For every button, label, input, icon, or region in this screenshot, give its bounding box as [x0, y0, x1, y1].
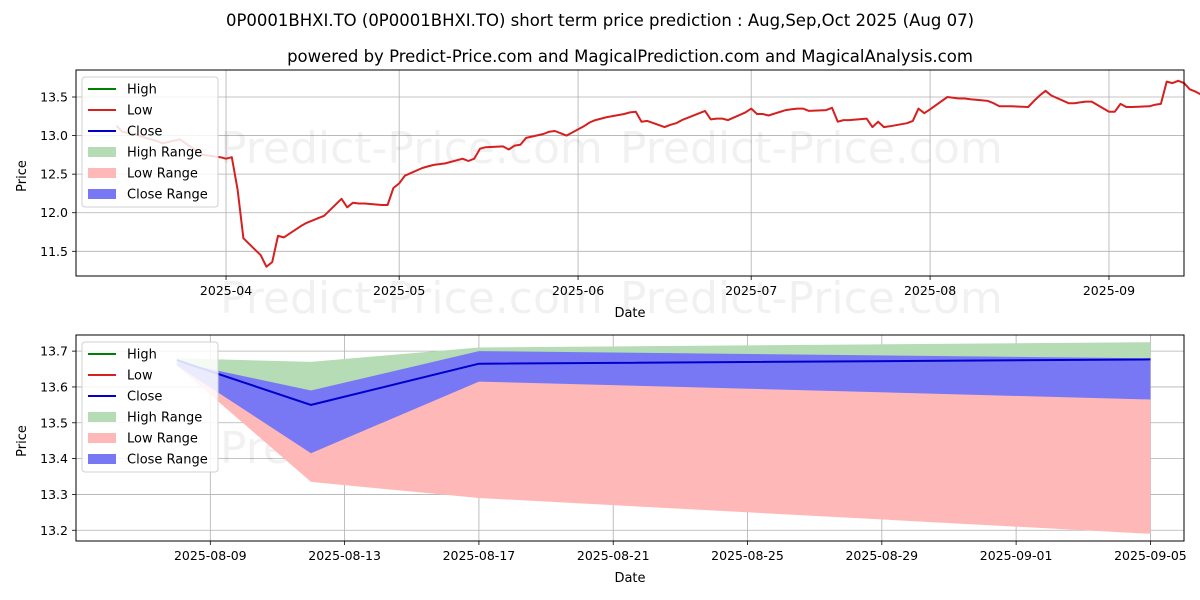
bottom-panel-range-bands [176, 342, 1151, 534]
legend-label: Close [127, 125, 162, 140]
bottom-forecast-panel: Predict-Price.com Predict-Price.com 2025… [15, 334, 1187, 586]
y-tick-label: 13.6 [40, 379, 68, 394]
legend-label: High [127, 348, 157, 363]
bottom-panel-x-ticks: 2025-08-09 2025-08-13 2025-08-17 2025-08-21… [174, 541, 1187, 563]
x-tick-label: 2025-08 [904, 283, 956, 298]
legend-label: Low Range [127, 432, 198, 447]
x-tick-label: 2025-04 [200, 283, 252, 298]
top-panel-lines [115, 79, 1200, 268]
y-tick-label: 13.4 [40, 451, 68, 466]
y-tick-label: 13.5 [40, 90, 68, 105]
x-tick-label: 2025-08-17 [443, 548, 516, 563]
x-tick-label: 2025-09-05 [1114, 548, 1187, 563]
legend-label: Low [127, 369, 153, 384]
y-tick-label: 13.5 [40, 415, 68, 430]
x-tick-label: 2025-08-25 [711, 548, 784, 563]
y-tick-label: 13.3 [40, 487, 68, 502]
top-price-panel: Predict-Price.com Predict-Price.com Pred… [15, 69, 1200, 324]
chart-title: 0P0001BHXI.TO (0P0001BHXI.TO) short term… [226, 11, 974, 30]
y-tick-label: 12.0 [40, 205, 68, 220]
bottom-panel-legend: High Low Close High Range Low Range Close Ran… [81, 341, 219, 473]
y-tick-label: 12.5 [40, 167, 68, 182]
legend-label: High [127, 83, 157, 98]
top-panel-frame [75, 69, 1185, 277]
watermark: Predict-Price.com [220, 273, 603, 324]
watermark: Predict-Price.com [620, 273, 1003, 324]
low-price-line [115, 79, 1200, 268]
top-x-axis-label: Date [614, 306, 645, 321]
chart-subtitle: powered by Predict-Price.com and Magical… [287, 47, 973, 66]
y-tick-label: 13.0 [40, 128, 68, 143]
bottom-panel-frame [75, 334, 1185, 542]
close-range-band [176, 351, 1151, 454]
close-forecast-line [176, 358, 1151, 406]
top-panel-grid [76, 70, 1184, 276]
top-y-axis-label: Price [15, 160, 30, 192]
bottom-panel-lines [176, 358, 1151, 406]
top-panel-y-ticks: 11.5 12.0 12.5 13.0 13.5 [40, 90, 76, 259]
legend-label: High Range [127, 146, 202, 161]
watermark: Predict-Price.com [620, 123, 1003, 174]
x-tick-label: 2025-09 [1083, 283, 1135, 298]
legend-patch-swatch [88, 454, 116, 464]
x-tick-label: 2025-08-21 [577, 548, 650, 563]
x-tick-label: 2025-05 [373, 283, 425, 298]
x-tick-label: 2025-06 [552, 283, 604, 298]
legend-label: Low Range [127, 167, 198, 182]
legend-patch-swatch [88, 189, 116, 199]
legend-patch-swatch [88, 168, 116, 178]
legend-label: High Range [127, 411, 202, 426]
legend-label: Close Range [127, 188, 208, 203]
y-tick-label: 13.2 [40, 523, 68, 538]
x-tick-label: 2025-08-13 [308, 548, 381, 563]
y-tick-label: 11.5 [40, 244, 68, 259]
y-tick-label: 13.7 [40, 344, 68, 359]
bottom-y-axis-label: Price [15, 425, 30, 457]
top-panel-legend: High Low Close High Range Low Range Close Ran… [81, 76, 219, 208]
legend-patch-swatch [88, 412, 116, 422]
bottom-x-axis-label: Date [614, 571, 645, 586]
top-panel-watermarks: Predict-Price.com Predict-Price.com Pred… [220, 123, 1003, 324]
bottom-panel-y-ticks: 13.2 13.3 13.4 13.5 13.6 13.7 [40, 344, 76, 538]
legend-label: Close Range [127, 453, 208, 468]
x-tick-label: 2025-08-29 [845, 548, 918, 563]
watermark: Predict-Price.com [220, 123, 603, 174]
x-tick-label: 2025-09-01 [980, 548, 1053, 563]
top-panel-x-ticks: 2025-04 2025-05 2025-06 2025-07 2025-08 2025-… [200, 276, 1135, 298]
legend-patch-swatch [88, 147, 116, 157]
legend-label: Close [127, 390, 162, 405]
legend-patch-swatch [88, 433, 116, 443]
legend-label: Low [127, 104, 153, 119]
x-tick-label: 2025-08-09 [174, 548, 247, 563]
x-tick-label: 2025-07 [725, 283, 777, 298]
